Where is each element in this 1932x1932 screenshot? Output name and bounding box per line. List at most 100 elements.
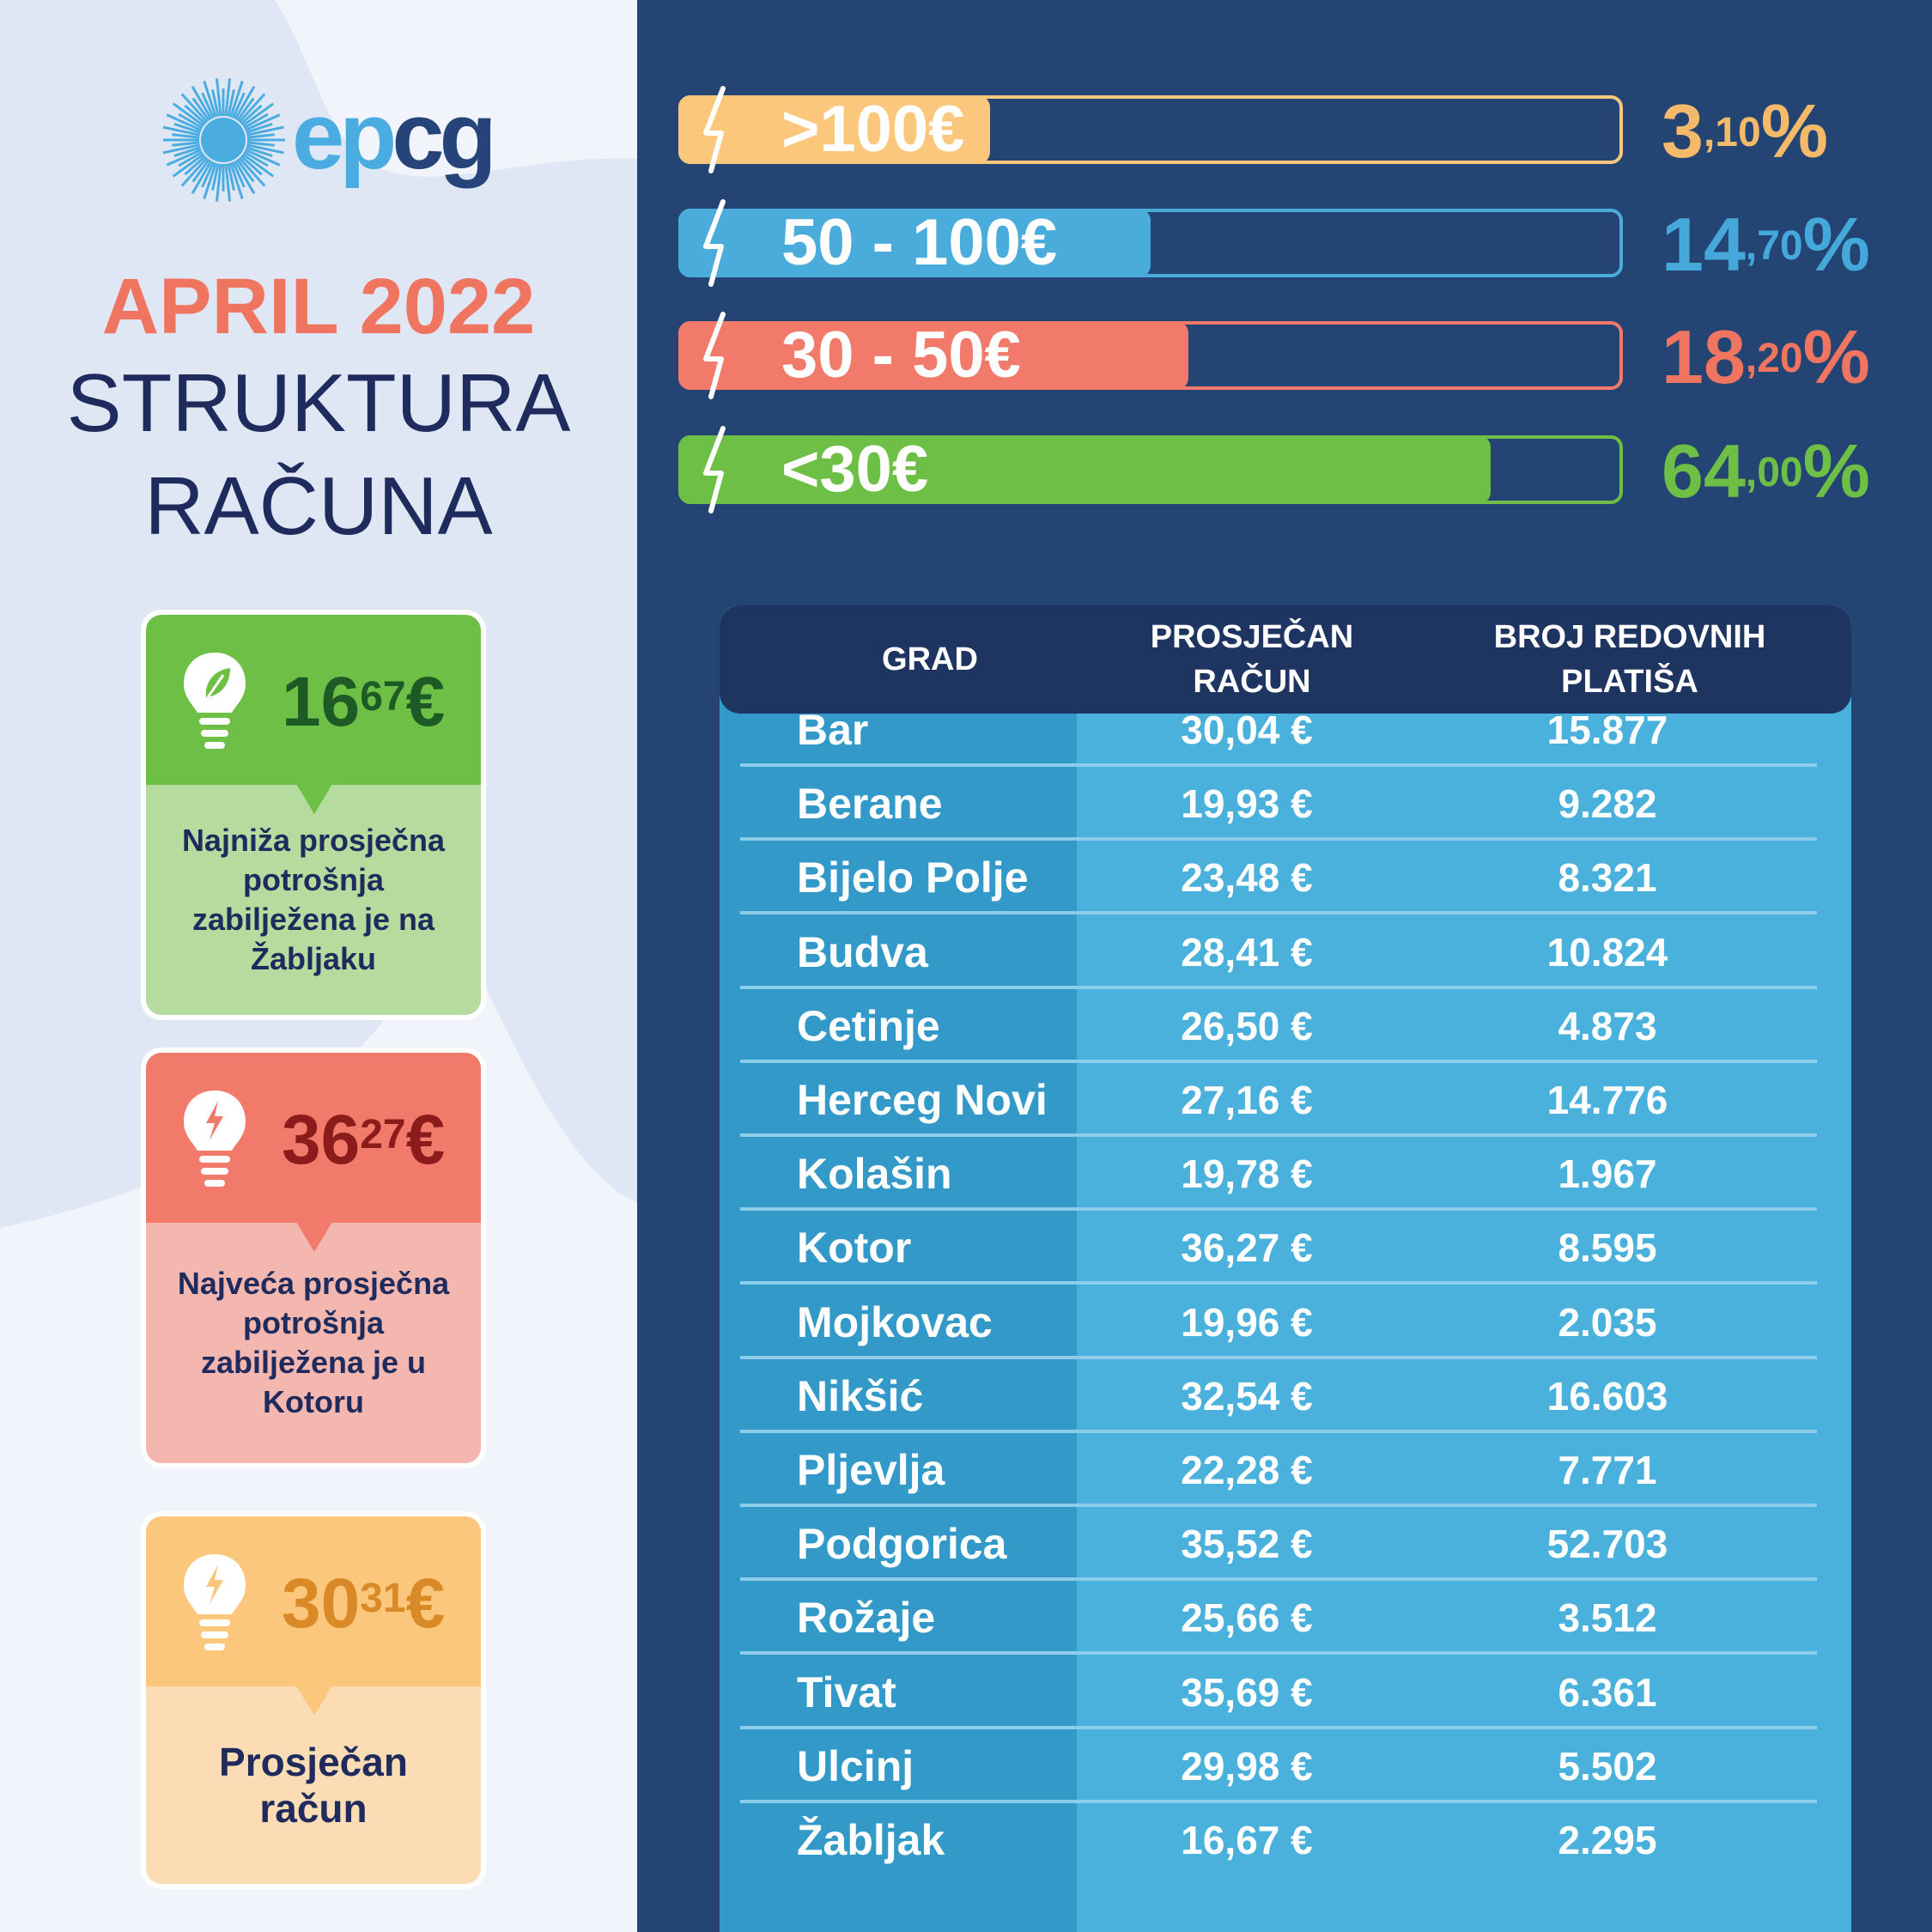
cell-regular-payers: 15.877 [1546, 708, 1668, 752]
cell-city: Nikšić [797, 1372, 924, 1420]
cell-regular-payers: 7.771 [1558, 1448, 1657, 1492]
epcg-logo: epcg [163, 73, 497, 210]
title-line-1: STRUKTURA [66, 357, 571, 449]
cell-city: Rožaje [797, 1594, 936, 1642]
cell-average-bill: 28,41 € [1181, 930, 1313, 975]
leaf-bulb-icon [184, 653, 246, 749]
city-column-band [720, 605, 1077, 1932]
table-row: Mojkovac 19,96 € 2.035 [740, 1285, 1817, 1359]
cell-regular-payers: 1.967 [1558, 1151, 1657, 1196]
table-row: Kolašin 19,78 € 1.967 [740, 1137, 1817, 1211]
table-header: GRAD PROSJEČAN RAČUN BROJ REDOVNIH PLATI… [720, 605, 1851, 714]
table-row: Bar 30,04 € 15.877 [740, 693, 1817, 767]
title-date: APRIL 2022 [101, 263, 536, 350]
card-value: 1667€ [282, 663, 446, 741]
cell-city: Podgorica [797, 1520, 1007, 1568]
cell-city: Kotor [797, 1224, 912, 1272]
cell-city: Pljevlja [797, 1446, 945, 1494]
card-header: 1667€ [146, 615, 481, 814]
cell-city: Berane [797, 780, 943, 828]
table-row: Žabljak 16,67 € 2.295 [740, 1803, 1817, 1877]
cell-average-bill: 30,04 € [1181, 708, 1313, 752]
cell-regular-payers: 2.035 [1558, 1300, 1657, 1345]
bar-row: >100€ 3,10% [678, 86, 1828, 173]
cell-regular-payers: 14.776 [1546, 1078, 1668, 1122]
cell-average-bill: 29,98 € [1181, 1744, 1313, 1789]
cell-average-bill: 19,96 € [1181, 1300, 1313, 1345]
bar-percentage: 14,70% [1662, 202, 1870, 287]
bar-row: 50 - 100€ 14,70% [678, 199, 1870, 287]
table-row: Rožaje 25,66 € 3.512 [740, 1581, 1817, 1655]
card-value: 3031€ [282, 1564, 446, 1643]
title-line-2: RAČUNA [144, 460, 493, 552]
header-city: GRAD [882, 641, 978, 677]
cell-regular-payers: 2.295 [1558, 1818, 1657, 1862]
bolt-bulb-icon [184, 1554, 246, 1650]
page-title: STRUKTURA RAČUNA [0, 352, 637, 558]
cell-regular-payers: 4.873 [1558, 1004, 1657, 1048]
table-row: Bijelo Polje 23,48 € 8.321 [740, 841, 1817, 914]
card-value: 3627€ [282, 1101, 446, 1179]
table-row: Kotor 36,27 € 8.595 [740, 1211, 1817, 1285]
bar-fill [678, 95, 990, 164]
card-caption: Najniža prosječna potrošnja zabilježena … [181, 823, 446, 976]
cell-average-bill: 35,52 € [1181, 1522, 1313, 1566]
cell-regular-payers: 5.502 [1558, 1744, 1657, 1789]
cell-regular-payers: 3.512 [1558, 1595, 1657, 1640]
bar-label: <30€ [781, 433, 929, 506]
table-row: Budva 28,41 € 10.824 [740, 915, 1817, 989]
bar-row: <30€ 64,00% [678, 426, 1870, 513]
cell-regular-payers: 10.824 [1546, 930, 1668, 975]
cell-average-bill: 22,28 € [1181, 1448, 1313, 1492]
bolt-bulb-icon [184, 1091, 246, 1187]
cell-city: Tivat [797, 1668, 896, 1716]
card-header: 3031€ [146, 1516, 481, 1716]
card-pointer [294, 1218, 335, 1252]
city-table: GRAD PROSJEČAN RAČUN BROJ REDOVNIH PLATI… [720, 605, 1851, 1932]
cell-city: Ulcinj [797, 1742, 914, 1790]
bar-percentage: 18,20% [1662, 314, 1870, 399]
cell-average-bill: 27,16 € [1181, 1078, 1313, 1122]
lightning-bolt-icon [703, 312, 726, 399]
sun-burst-icon [163, 78, 285, 202]
card-average-bill: 3031€ Prosječan račun [146, 1516, 481, 1884]
cell-average-bill: 32,54 € [1181, 1374, 1313, 1419]
logo-wordmark: epcg [292, 83, 497, 189]
cell-city: Bijelo Polje [797, 854, 1029, 902]
bar-label: 30 - 50€ [781, 319, 1021, 392]
cell-city: Žabljak [797, 1816, 945, 1864]
cell-average-bill: 19,93 € [1181, 781, 1313, 826]
cell-city: Herceg Novi [797, 1076, 1048, 1124]
table-row: Ulcinj 29,98 € 5.502 [740, 1729, 1817, 1803]
table-row: Berane 19,93 € 9.282 [740, 767, 1817, 841]
table-row: Cetinje 26,50 € 4.873 [740, 989, 1817, 1063]
header-regular-payers: BROJ REDOVNIH PLATIŠA [1493, 619, 1766, 700]
cell-regular-payers: 8.595 [1558, 1225, 1657, 1270]
bar-fill [678, 321, 1188, 390]
table-row: Pljevlja 22,28 € 7.771 [740, 1433, 1817, 1507]
cell-regular-payers: 8.321 [1558, 855, 1657, 900]
cell-regular-payers: 52.703 [1546, 1522, 1668, 1566]
cell-average-bill: 19,78 € [1181, 1151, 1313, 1196]
cell-city: Mojkovac [797, 1298, 993, 1346]
table-row: Tivat 35,69 € 6.361 [740, 1656, 1817, 1729]
cell-city: Budva [797, 928, 928, 976]
card-header: 3627€ [146, 1053, 481, 1252]
bar-fill [678, 209, 1151, 277]
cell-average-bill: 35,69 € [1181, 1670, 1313, 1715]
bar-fill [678, 435, 1491, 504]
cell-average-bill: 23,48 € [1181, 855, 1313, 900]
cell-average-bill: 16,67 € [1181, 1818, 1313, 1862]
bar-percentage: 64,00% [1662, 428, 1870, 513]
table-row: Podgorica 35,52 € 52.703 [740, 1507, 1817, 1581]
bar-percentage: 3,10% [1662, 88, 1828, 173]
bar-row: 30 - 50€ 18,20% [678, 312, 1870, 399]
cell-average-bill: 26,50 € [1181, 1004, 1313, 1048]
header-average-bill: PROSJEČAN RAČUN [1150, 619, 1354, 700]
card-lowest-average: 1667€ Najniža prosječna potrošnja zabilj… [146, 615, 481, 1015]
cell-city: Bar [797, 706, 869, 754]
cell-average-bill: 36,27 € [1181, 1225, 1313, 1270]
lightning-bolt-icon [703, 86, 726, 173]
cell-regular-payers: 16.603 [1546, 1374, 1668, 1419]
cell-city: Cetinje [797, 1002, 940, 1050]
